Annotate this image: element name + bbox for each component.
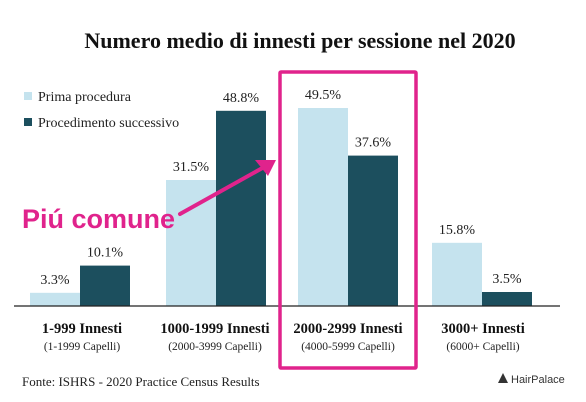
category-label-1: 1-999 Innesti [42,321,122,337]
brand-logo-icon [498,373,508,383]
value-label-4-series-2: 3.5% [492,272,522,287]
legend: Prima procedura Procedimento successivo [24,90,179,131]
bar-4-series-1 [432,242,482,306]
bar-1-series-1 [30,292,80,306]
value-label-1-series-2: 10.1% [87,246,124,261]
value-label-3-series-1: 49.5% [305,88,342,103]
bar-3-series-1 [298,108,348,306]
category-label-3: 2000-2999 Innesti [293,321,402,337]
bar-4-series-2 [482,292,532,306]
value-label-3-series-2: 37.6% [355,136,392,151]
annotation: Piú comune [22,160,276,234]
bars [30,108,532,306]
bar-2-series-1 [166,180,216,306]
annotation-text: Piú comune [22,204,175,234]
chart-title: Numero medio di innesti per sessione nel… [84,28,515,53]
value-label-2-series-1: 31.5% [173,160,210,175]
category-sublabel-2: (2000-3999 Capelli) [168,341,262,353]
brand-name: HairPalace [511,374,565,386]
bar-1-series-2 [80,265,130,306]
bar-3-series-2 [348,155,398,306]
bar-2-series-2 [216,110,266,306]
category-labels: 1-999 Innesti (1-1999 Capelli) 1000-1999 I… [42,321,525,353]
category-sublabel-1: (1-1999 Capelli) [44,341,120,353]
category-label-2: 1000-1999 Innesti [160,321,269,337]
legend-label-1: Prima procedura [38,90,132,105]
legend-swatch-1 [24,92,32,100]
source-note: Fonte: ISHRS - 2020 Practice Census Resu… [22,374,260,389]
category-sublabel-4: (6000+ Capelli) [446,341,519,353]
value-label-2-series-2: 48.8% [223,91,260,106]
annotation-arrowhead [255,160,276,176]
highlight-box [278,70,418,370]
value-labels: 3.3% 10.1% 31.5% 48.8% 49.5% 37.6% 15.8% 3.5% [40,88,522,288]
value-label-1-series-1: 3.3% [40,273,70,288]
value-label-4-series-1: 15.8% [439,223,476,238]
legend-swatch-2 [24,118,32,126]
category-sublabel-3: (4000-5999 Capelli) [301,341,395,353]
legend-label-2: Procedimento successivo [38,116,179,131]
brand-logo: HairPalace [498,373,565,386]
annotation-arrow [178,164,268,216]
category-label-4: 3000+ Innesti [441,321,525,337]
